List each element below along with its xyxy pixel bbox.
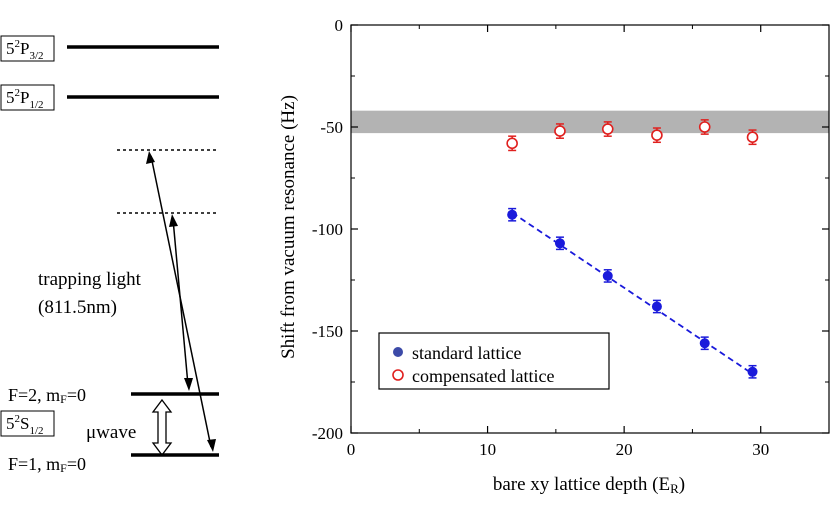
trapping-arrow-head-1-bottom: [207, 439, 216, 452]
trapping-arrow-head-2-top: [169, 214, 178, 227]
data-point: [746, 131, 759, 143]
trapping-arrow-head-1-top: [146, 151, 155, 164]
trapping-light-label: trapping light: [38, 269, 142, 290]
data-point: [601, 123, 614, 135]
data-point: [602, 270, 613, 281]
y-axis-label: Shift from vacuum resonance (Hz): [278, 95, 299, 359]
legend-box: [378, 332, 610, 390]
shift-chart: 0 10 20 30 0 -50 -100 -150 -200 standard lattic…: [278, 16, 830, 496]
data-point: [699, 338, 710, 349]
y-tick-label: -50: [320, 118, 343, 137]
microwave-arrow: [151, 398, 173, 457]
standard-fit-line: [511, 211, 754, 375]
trapping-light-wavelength: (811.5nm): [38, 297, 117, 318]
trapping-arrow-shaft-2: [172, 218, 189, 386]
f2-label: F=2, mF=0: [8, 385, 86, 406]
x-tick-label: 20: [616, 440, 633, 459]
legend-marker-compensated: [392, 369, 404, 381]
p12-label: 52P1/2: [6, 87, 44, 111]
data-point: [747, 366, 758, 377]
series-standard-lattice: [507, 207, 758, 379]
microwave-label: μwave: [86, 422, 136, 443]
legend-marker-standard: [393, 347, 403, 357]
legend-label-standard: standard lattice: [412, 343, 521, 363]
data-point: [506, 137, 518, 150]
data-point: [554, 125, 566, 137]
y-tick-label: -200: [312, 424, 343, 443]
data-point: [507, 209, 518, 220]
y-ticks: 0 -50 -100 -150 -200: [312, 16, 829, 443]
plot-frame: [350, 24, 830, 434]
y-tick-label: 0: [335, 16, 344, 35]
y-tick-label: -100: [312, 220, 343, 239]
s12-label-box: [0, 410, 55, 437]
data-point: [554, 238, 565, 249]
p32-label: 52P3/2: [6, 38, 44, 62]
data-point: [698, 121, 711, 133]
data-point: [651, 301, 662, 312]
x-tick-label: 30: [752, 440, 769, 459]
f1-label: F=1, mF=0: [8, 454, 86, 475]
gray-band: [351, 110, 829, 134]
x-tick-label: 0: [347, 440, 356, 459]
y-tick-label: -150: [312, 322, 343, 341]
legend-label-compensated: compensated lattice: [412, 366, 554, 386]
p32-label-box: [0, 35, 55, 62]
legend: standard lattice compensated lattice: [378, 332, 610, 390]
p12-label-box: [0, 84, 55, 111]
trapping-arrow-head-2-bottom: [184, 378, 193, 391]
series-compensated-lattice: [506, 119, 759, 152]
x-axis-label: bare xy lattice depth (ER): [493, 474, 685, 496]
data-point: [651, 129, 663, 141]
s12-label: 52S1/2: [6, 413, 44, 437]
energy-level-diagram: 52P3/2 52P1/2 trapping light (811.5nm) F…: [0, 35, 219, 475]
x-tick-label: 10: [479, 440, 496, 459]
